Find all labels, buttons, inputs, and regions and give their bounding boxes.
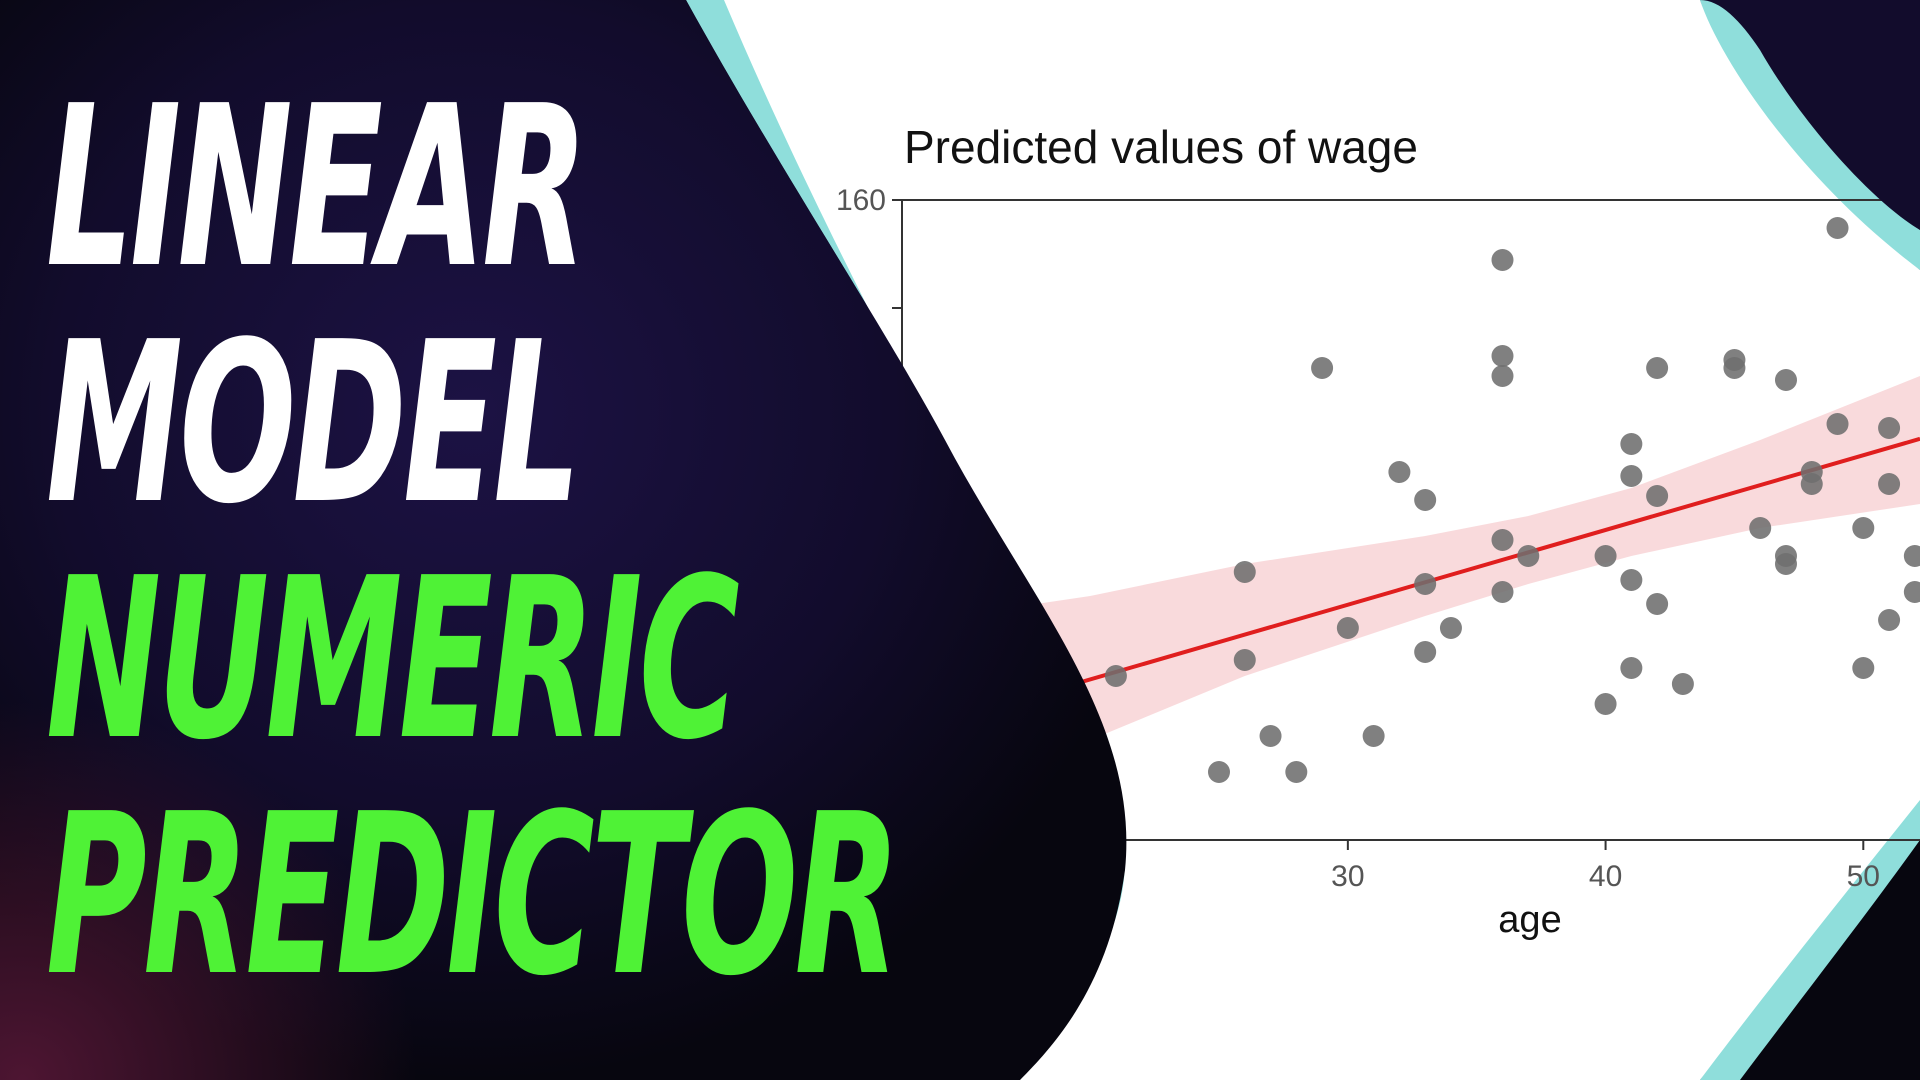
chart: 30 40 50 160 Predicted values of wage age: [836, 121, 1920, 941]
data-point: [1491, 249, 1514, 271]
data-point: [1414, 641, 1437, 663]
data-point: [1491, 365, 1514, 387]
ticks: 30 40 50 160: [836, 184, 1880, 893]
data-point: [1233, 561, 1256, 583]
data-point: [1774, 369, 1797, 391]
data-point: [1826, 413, 1849, 435]
data-point: [1878, 417, 1901, 439]
data-point: [1800, 473, 1823, 495]
headline: LINEAR MODEL NUMERIC PREDICTOR: [46, 70, 946, 1014]
data-point: [1594, 545, 1617, 567]
data-point: [1646, 485, 1669, 507]
data-point: [1620, 569, 1643, 591]
dark-blob-right: [1700, 0, 1920, 230]
data-point: [1878, 473, 1901, 495]
data-point: [1362, 725, 1385, 747]
data-point: [1903, 545, 1920, 567]
data-point: [1646, 593, 1669, 615]
x-tick-label: 40: [1589, 860, 1622, 893]
data-point: [1259, 725, 1282, 747]
headline-line-2: MODEL: [46, 295, 581, 553]
data-point: [1620, 465, 1643, 487]
data-point: [1646, 357, 1669, 379]
data-point: [1878, 609, 1901, 631]
data-point: [1517, 545, 1540, 567]
x-axis-label: age: [1498, 899, 1561, 941]
headline-line-4: PREDICTOR: [46, 767, 900, 1025]
data-point: [1852, 517, 1875, 539]
data-point: [1311, 357, 1334, 379]
headline-line-3: NUMERIC: [46, 531, 740, 789]
chart-title: Predicted values of wage: [904, 121, 1418, 173]
chart-panel: [724, 0, 1920, 1080]
data-point: [1723, 357, 1746, 379]
data-point: [1620, 657, 1643, 679]
data-points: [1104, 217, 1920, 783]
data-point: [1826, 217, 1849, 239]
data-point: [1491, 529, 1514, 551]
y-tick-label: 160: [836, 184, 886, 217]
data-point: [1388, 461, 1411, 483]
data-point: [1414, 489, 1437, 511]
data-point: [1414, 573, 1437, 595]
data-point: [1285, 761, 1308, 783]
data-point: [1491, 581, 1514, 603]
data-point: [1620, 433, 1643, 455]
data-point: [1852, 657, 1875, 679]
data-point: [1491, 345, 1514, 367]
data-point: [1774, 553, 1797, 575]
data-point: [1594, 693, 1617, 715]
data-point: [1749, 517, 1772, 539]
data-point: [1104, 665, 1127, 687]
x-tick-label: 30: [1331, 860, 1364, 893]
dark-blob-left-glow: [0, 0, 1127, 1080]
data-point: [1207, 761, 1230, 783]
data-point: [1439, 617, 1462, 639]
headline-line-1: LINEAR: [46, 59, 588, 317]
data-point: [1336, 617, 1359, 639]
data-point: [1233, 649, 1256, 671]
data-point: [1903, 581, 1920, 603]
data-point: [1671, 673, 1694, 695]
x-tick-label: 50: [1847, 860, 1880, 893]
